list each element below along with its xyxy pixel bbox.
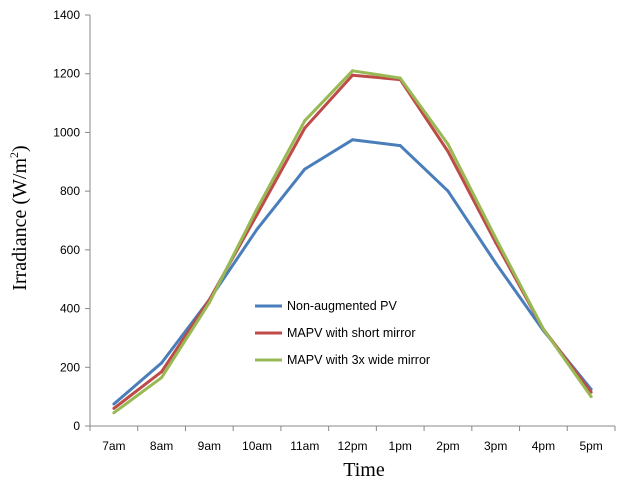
legend: Non-augmented PV MAPV with short mirror MA… [255, 299, 430, 367]
series-2-point [160, 376, 164, 380]
y-tick-label: 800 [60, 184, 80, 198]
x-tick-label: 12pm [337, 439, 367, 453]
series-2-point [255, 207, 259, 211]
x-tick-label: 5pm [579, 439, 602, 453]
x-ticks: 7am 8am 9am 10am 11am 12pm 1pm 2pm 3pm 4pm 5pm [89, 426, 616, 453]
series-2-point [446, 142, 450, 146]
y-axis-title-superscript: 2 [7, 152, 21, 158]
series-0-point [351, 138, 354, 142]
series-0-point [255, 227, 259, 231]
series-1-point [160, 370, 164, 374]
y-tick-label: 1400 [53, 8, 80, 22]
series-0-point [303, 167, 307, 171]
series-1-point [303, 126, 307, 130]
y-tick-label: 1000 [53, 125, 80, 139]
series-1-point [351, 73, 354, 77]
series-2-point [351, 69, 354, 73]
x-axis-title: Time [343, 459, 385, 481]
y-tick-label: 0 [73, 419, 80, 433]
series-0-point [446, 189, 450, 193]
series-2-point [541, 327, 545, 331]
series-2-point [494, 236, 498, 240]
series-2-point [112, 411, 116, 415]
legend-label-0: Non-augmented PV [287, 299, 397, 313]
series-1-point [446, 150, 450, 154]
y-tick-label: 1200 [53, 67, 80, 81]
y-axis-title: Irradiance (W/m2) [7, 145, 31, 290]
series-2-point [303, 119, 307, 123]
axes [89, 15, 615, 427]
y-ticks: 0 200 400 600 800 1000 1200 1400 [53, 8, 90, 433]
series-1-point [112, 406, 116, 410]
y-tick-label: 600 [60, 243, 80, 257]
x-tick-label: 7am [102, 439, 125, 453]
y-axis-title-main: Irradiance (W/m [9, 158, 31, 291]
series-0-point [494, 261, 498, 265]
series-2-point [589, 395, 593, 399]
series-2-point [207, 301, 211, 305]
legend-label-1: MAPV with short mirror [287, 326, 416, 340]
x-tick-label: 8am [150, 439, 173, 453]
series-1-point [255, 213, 259, 217]
x-tick-label: 10am [242, 439, 272, 453]
legend-label-2: MAPV with 3x wide mirror [287, 353, 430, 367]
x-tick-label: 9am [198, 439, 221, 453]
x-tick-label: 3pm [484, 439, 507, 453]
y-tick-label: 400 [60, 302, 80, 316]
series-2-point [398, 76, 402, 80]
series-1-point [589, 390, 593, 394]
x-tick-label: 1pm [389, 439, 412, 453]
x-tick-label: 11am [290, 439, 319, 453]
x-tick-label: 2pm [436, 439, 459, 453]
series-0-point [398, 144, 402, 148]
y-tick-label: 200 [60, 360, 80, 374]
series-0-point [160, 361, 164, 365]
x-tick-label: 4pm [532, 439, 555, 453]
y-axis-title-tail: ) [9, 145, 31, 152]
series-0-point [112, 402, 116, 406]
series-group [112, 69, 593, 415]
